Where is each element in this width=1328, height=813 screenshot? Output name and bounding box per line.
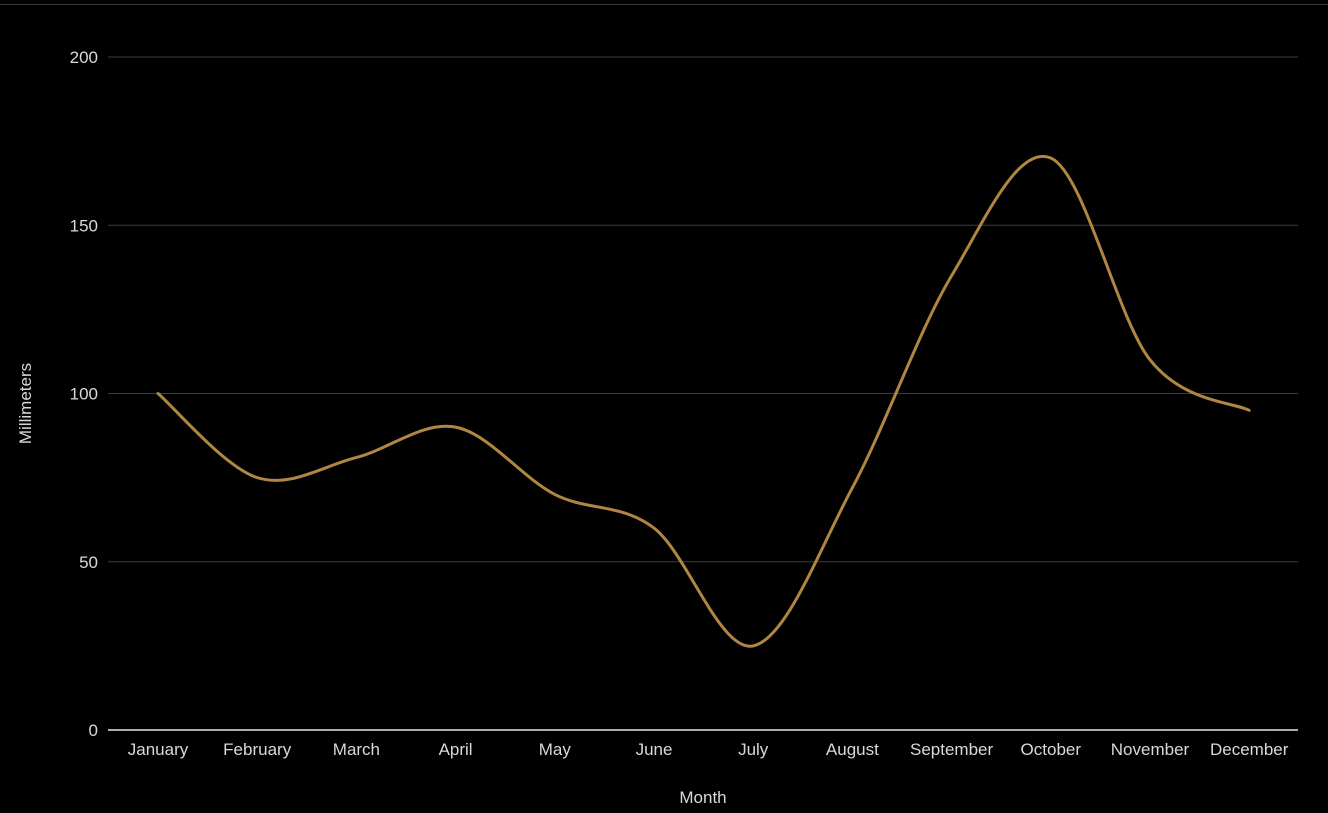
y-tick-label: 200 [70,48,98,67]
x-tick-label: July [738,740,769,759]
x-tick-label: August [826,740,879,759]
y-tick-label: 0 [89,721,98,740]
y-tick-label: 50 [79,553,98,572]
x-tick-label: December [1210,740,1289,759]
top-border [0,0,1328,5]
x-tick-label: January [128,740,189,759]
x-axis-ticks: January February March April May June July Augu… [128,740,1289,759]
x-tick-label: May [539,740,572,759]
y-axis-title: Millimeters [16,363,35,444]
x-tick-label: October [1021,740,1082,759]
x-tick-label: September [910,740,993,759]
x-tick-label: June [636,740,673,759]
series-line [156,154,1251,648]
x-axis-title: Month [679,788,726,807]
x-tick-label: April [439,740,473,759]
y-tick-label: 150 [70,216,98,235]
x-tick-label: March [333,740,380,759]
series-group [156,154,1251,648]
y-axis-ticks: 0 50 100 150 200 [70,48,98,740]
x-tick-label: February [223,740,292,759]
gridlines [108,56,1298,563]
y-tick-label: 100 [70,385,98,404]
x-tick-label: November [1111,740,1190,759]
